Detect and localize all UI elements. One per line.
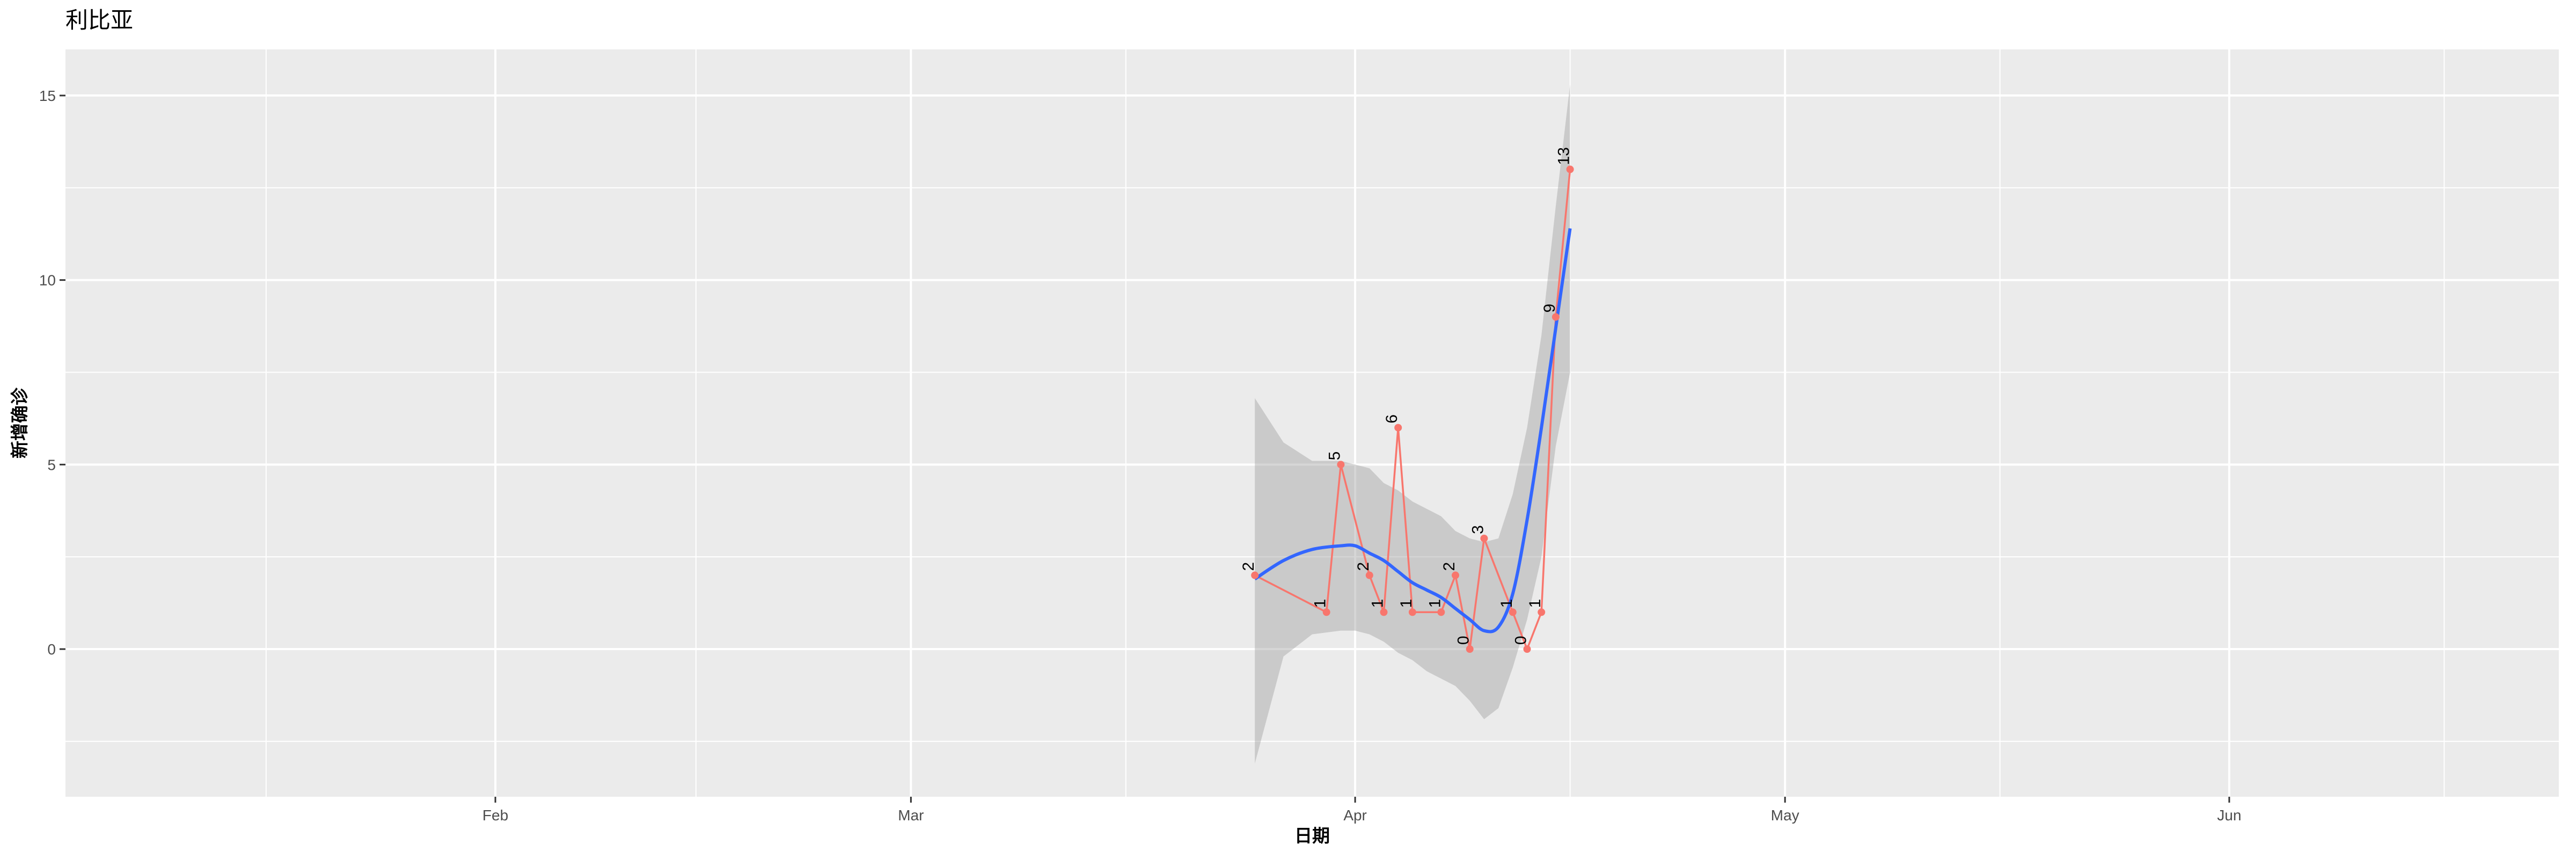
y-tick-label: 10 <box>39 272 56 289</box>
data-point <box>1337 461 1345 469</box>
data-point <box>1251 571 1259 579</box>
data-point <box>1509 608 1517 616</box>
data-line-segment <box>1526 612 1542 650</box>
data-line-segment <box>1340 464 1371 576</box>
data-point <box>1538 608 1546 616</box>
y-tick-label: 0 <box>47 641 56 658</box>
data-label: 1 <box>1397 599 1415 608</box>
data-point <box>1566 165 1574 173</box>
data-label: 5 <box>1326 452 1343 461</box>
data-label: 2 <box>1240 562 1257 571</box>
data-line-segment <box>1325 464 1342 613</box>
y-tick-label: 15 <box>39 88 56 104</box>
data-point <box>1322 608 1330 616</box>
data-point <box>1552 313 1560 321</box>
data-label: 1 <box>1498 599 1516 608</box>
data-label: 1 <box>1312 599 1329 608</box>
y-tick-label: 5 <box>47 456 56 473</box>
x-tick-label: Apr <box>1343 807 1367 824</box>
data-point <box>1380 608 1388 616</box>
data-point <box>1365 571 1373 579</box>
data-label: 1 <box>1526 599 1544 608</box>
data-label: 2 <box>1355 562 1372 571</box>
smooth-curve <box>1254 228 1572 634</box>
data-label: 2 <box>1440 562 1458 571</box>
confidence-band-area <box>1255 84 1570 764</box>
data-line-segment <box>1440 574 1457 613</box>
data-label: 1 <box>1369 599 1387 608</box>
data-label: 0 <box>1512 636 1530 645</box>
data-label: 3 <box>1469 525 1487 534</box>
x-tick-label: Feb <box>482 807 508 824</box>
data-label: 0 <box>1455 636 1473 645</box>
x-axis-title: 日期 <box>1294 825 1330 846</box>
data-point <box>1523 645 1531 653</box>
data-label: 13 <box>1555 147 1573 165</box>
gridlines <box>65 49 2559 797</box>
data-point <box>1452 571 1460 579</box>
data-label: 1 <box>1426 599 1444 608</box>
data-line-segment <box>1540 317 1557 613</box>
data-point <box>1408 608 1416 616</box>
data-line-segment <box>1254 574 1327 613</box>
data-point <box>1466 645 1474 653</box>
data-line-segment <box>1368 574 1385 613</box>
data-label: 9 <box>1541 304 1558 313</box>
data-point <box>1480 534 1488 542</box>
x-tick-label: Jun <box>2217 807 2241 824</box>
plot-panel <box>65 49 2559 797</box>
x-tick-label: May <box>1771 807 1799 824</box>
y-axis-title: 新增确诊 <box>9 387 30 458</box>
data-line-segment <box>1483 538 1514 613</box>
data-line-segment <box>1382 427 1399 613</box>
data-line-segment <box>1555 169 1571 317</box>
data-line-segment <box>1468 538 1485 650</box>
smooth-line <box>1254 228 1572 634</box>
confidence-band <box>1255 84 1570 764</box>
data-point <box>1437 608 1445 616</box>
data-line-segment <box>1512 612 1528 650</box>
data-label: 6 <box>1383 414 1401 424</box>
data-lines <box>1254 169 1571 650</box>
x-tick-label: Mar <box>898 807 924 824</box>
data-point <box>1394 424 1402 432</box>
chart-title: 利比亚 <box>65 7 133 33</box>
